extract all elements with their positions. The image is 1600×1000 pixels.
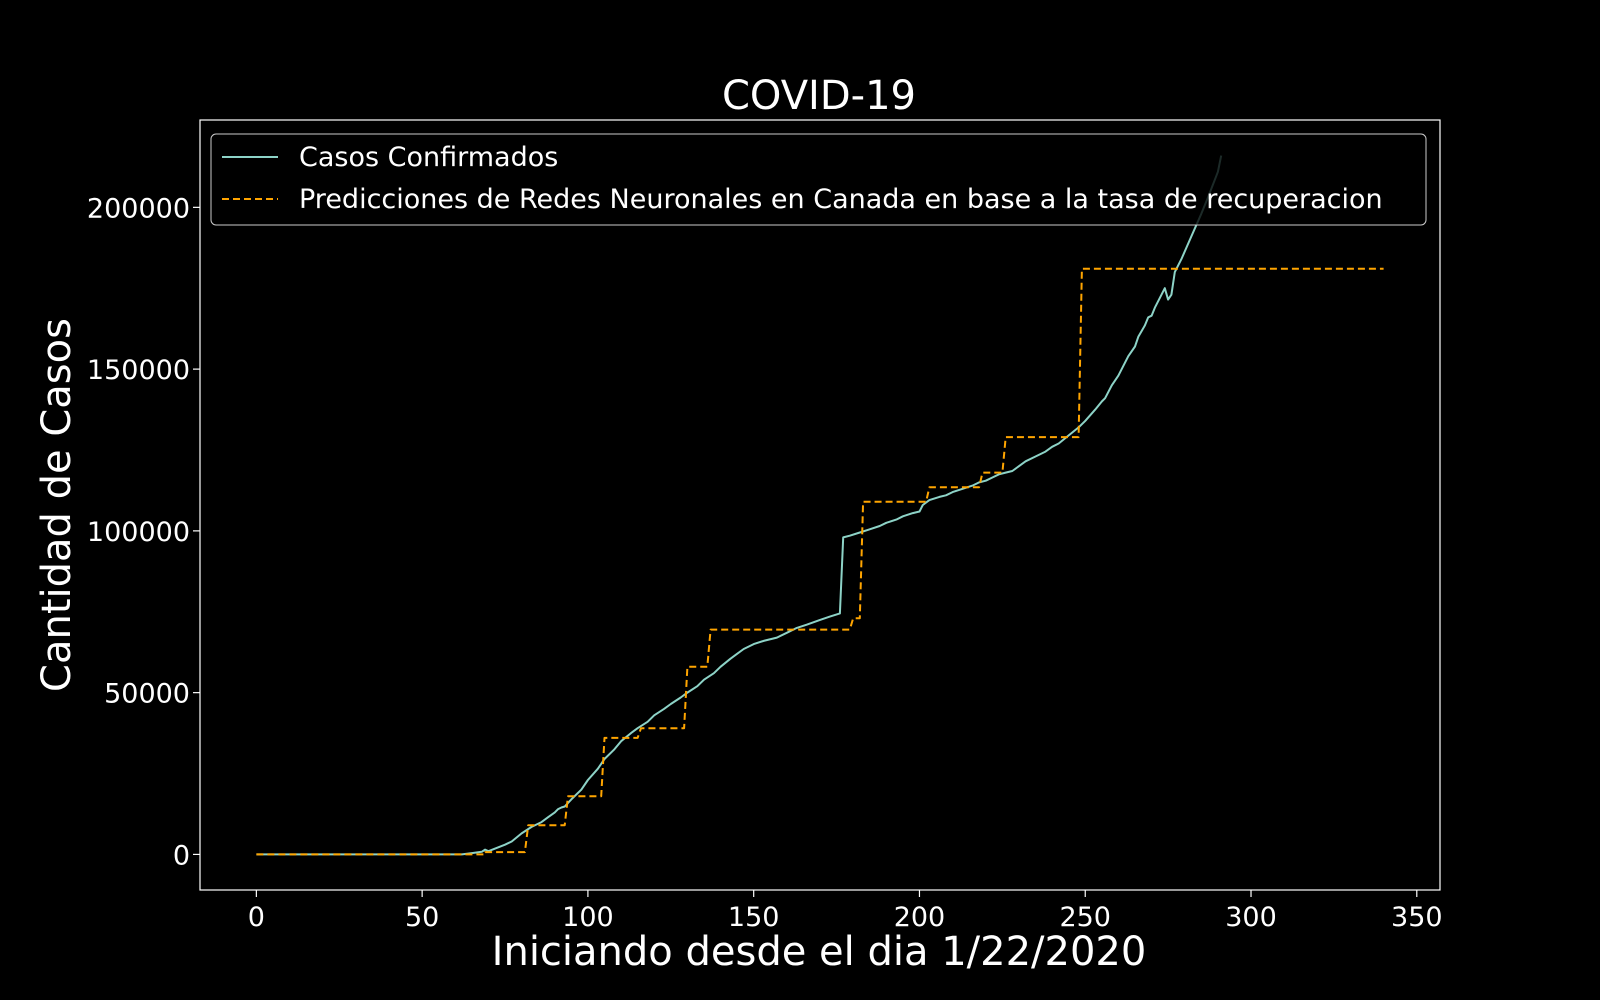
y-axis-ticks: 0 50000 100000 150000 200000 (87, 193, 200, 871)
y-tick-label: 200000 (87, 193, 190, 224)
series-line-predicciones (256, 267, 1384, 856)
series-line-casos-confirmados (256, 155, 1223, 856)
x-tick-label: 50 (405, 902, 439, 933)
y-axis-label: Cantidad de Casos (34, 318, 80, 692)
legend-box (210, 133, 1427, 226)
x-tick-label: 100 (562, 902, 614, 933)
y-tick-label: 0 (173, 840, 190, 871)
plot-area-frame (199, 119, 1441, 891)
x-tick-label: 200 (894, 902, 946, 933)
x-tick-label: 150 (728, 902, 780, 933)
legend-label-predicciones: Predicciones de Redes Neuronales en Cana… (299, 184, 1383, 215)
x-tick-label: 350 (1391, 902, 1443, 933)
legend: Casos Confirmados Predicciones de Redes … (210, 133, 1427, 226)
y-tick-label: 50000 (104, 679, 190, 710)
x-tick-label: 0 (248, 902, 265, 933)
x-tick-label: 250 (1059, 902, 1111, 933)
x-axis-ticks: 0 50 100 150 200 250 300 350 (248, 890, 1443, 933)
legend-label-casos-confirmados: Casos Confirmados (299, 142, 558, 173)
y-tick-label: 150000 (87, 355, 190, 386)
y-tick-label: 100000 (87, 517, 190, 548)
chart-title: COVID-19 (722, 73, 916, 119)
x-axis-label: Iniciando desde el dia 1/22/2020 (492, 929, 1147, 975)
x-tick-label: 300 (1225, 902, 1277, 933)
series-layer (256, 155, 1384, 856)
